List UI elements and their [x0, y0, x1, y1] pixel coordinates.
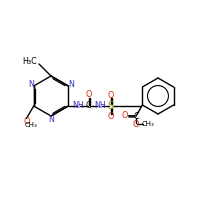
Text: H₃C: H₃C: [22, 57, 37, 66]
Text: CH₃: CH₃: [141, 121, 154, 127]
Text: N: N: [48, 114, 54, 123]
Text: CH₃: CH₃: [25, 122, 38, 128]
Text: N: N: [68, 80, 74, 89]
Text: O: O: [133, 120, 139, 129]
Text: NH: NH: [94, 102, 106, 110]
Text: S: S: [108, 101, 114, 111]
Text: NH: NH: [72, 102, 84, 110]
Text: O: O: [108, 112, 114, 121]
Text: O: O: [108, 91, 114, 100]
Text: C: C: [86, 102, 92, 110]
Text: O: O: [23, 117, 30, 126]
Text: C: C: [133, 112, 139, 121]
Text: O: O: [121, 111, 127, 120]
Text: N: N: [28, 80, 34, 89]
Text: O: O: [86, 90, 92, 99]
